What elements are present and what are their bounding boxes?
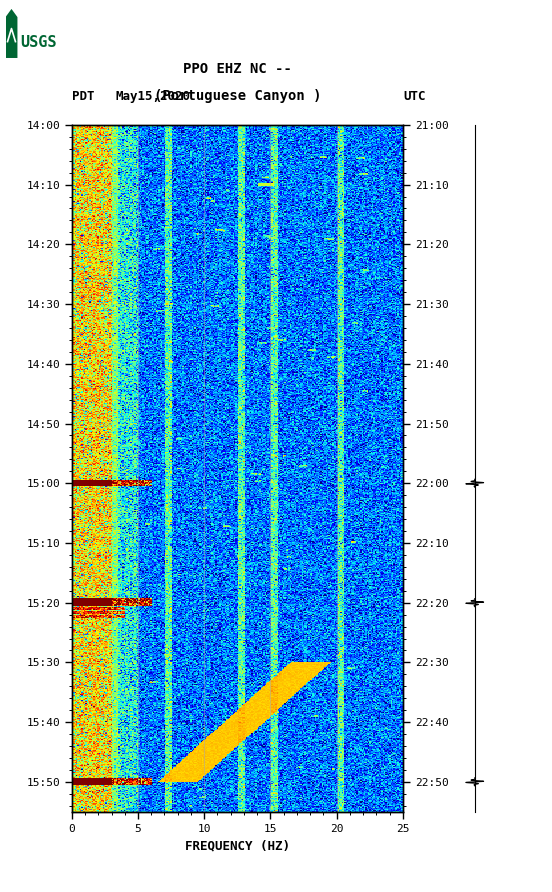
Text: (Portuguese Canyon ): (Portuguese Canyon ) xyxy=(153,88,321,103)
Text: May15,2020: May15,2020 xyxy=(116,89,191,103)
Text: UTC: UTC xyxy=(403,89,426,103)
Text: PPO EHZ NC --: PPO EHZ NC -- xyxy=(183,62,292,76)
Polygon shape xyxy=(6,9,18,58)
Text: USGS: USGS xyxy=(20,35,57,50)
X-axis label: FREQUENCY (HZ): FREQUENCY (HZ) xyxy=(185,839,290,852)
Text: PDT: PDT xyxy=(72,89,94,103)
